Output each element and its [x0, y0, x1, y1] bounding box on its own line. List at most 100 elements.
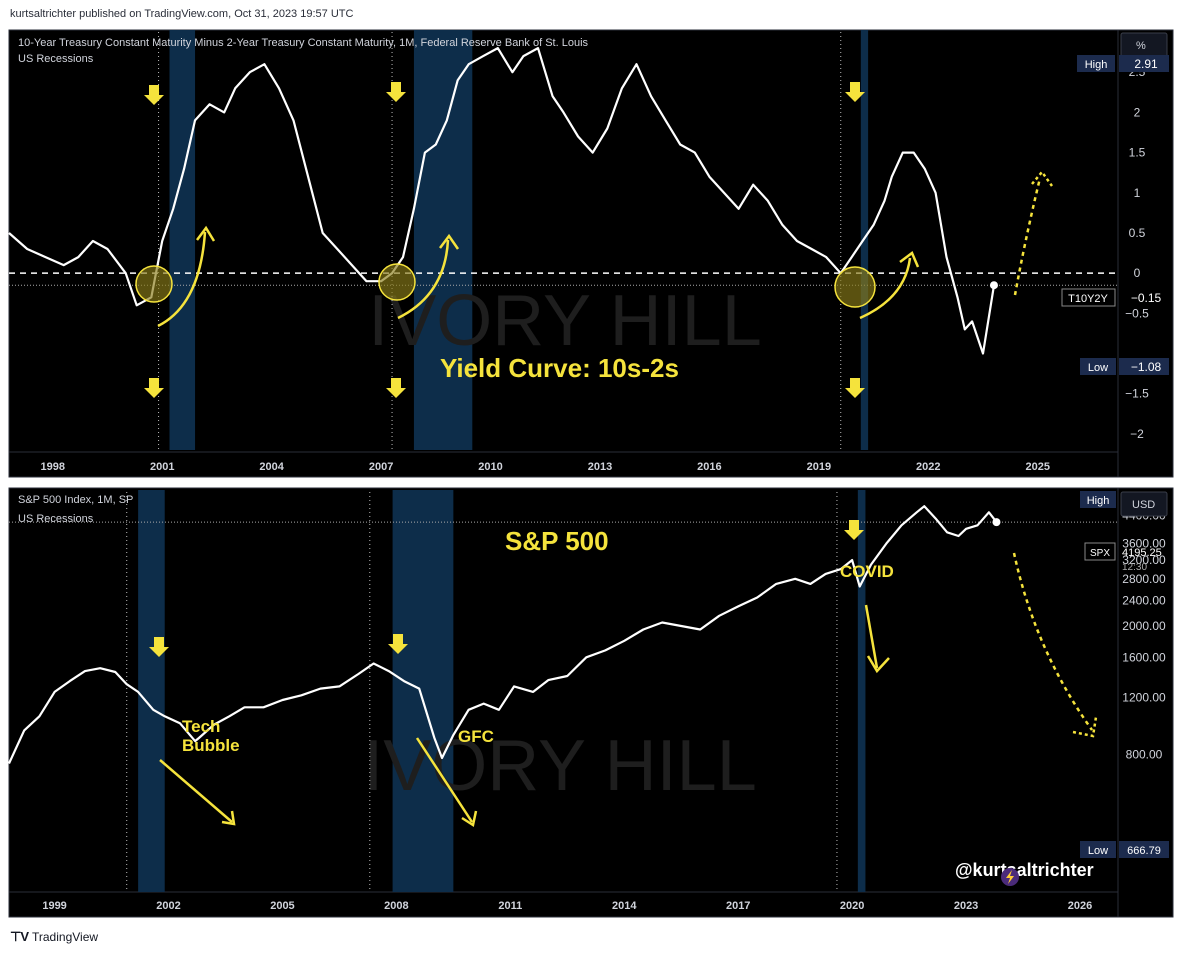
arrow-down-icon [144, 85, 164, 105]
yield-curve-label: Yield Curve: 10s-2s [440, 353, 679, 383]
gfc-label: GFC [458, 727, 494, 746]
x-tick-label: 2016 [697, 461, 721, 473]
publish-header: kurtsaltrichter published on TradingView… [10, 8, 354, 20]
inversion-circles [135, 263, 876, 308]
arrow-down-icon [388, 634, 408, 654]
bottom-down-arrows [149, 520, 864, 657]
x-tick-label: 2017 [726, 900, 750, 912]
y-tick-label: 2400.00 [1122, 593, 1166, 607]
inversion-circle [135, 265, 173, 303]
unit-label-top: % [1136, 40, 1146, 52]
last-value-bottom: 4195.25 [1122, 547, 1162, 559]
arrow-down-icon [845, 82, 865, 102]
recession-band [169, 30, 196, 450]
x-tick-label: 1998 [41, 461, 65, 473]
y-tick-label: 1.5 [1129, 146, 1146, 160]
x-tick-label: 2004 [259, 461, 284, 473]
y-tick-label: 2000.00 [1122, 619, 1166, 633]
high-badge-top [1077, 55, 1115, 72]
x-tick-label: 2025 [1026, 461, 1050, 473]
x-tick-label: 2010 [478, 461, 502, 473]
symbol-badge-bottom [1084, 542, 1116, 561]
recession-band [413, 30, 473, 450]
tradingview-logo-icon: ⊤V [10, 929, 29, 944]
x-tick-label: 2008 [384, 900, 408, 912]
x-tick-label: 2002 [156, 900, 180, 912]
y-tick-label: 2800.00 [1122, 572, 1166, 586]
bottom-chart-title: S&P 500 Index, 1M, SP [18, 494, 133, 506]
series-spx [8, 505, 998, 764]
x-tick-label: 2005 [270, 900, 294, 912]
unit-toggle-bottom[interactable] [1120, 491, 1168, 517]
arrow-head-icon [866, 655, 890, 674]
lightning-icon [1006, 870, 1014, 884]
watermark-top: IVORY HILL [368, 281, 762, 361]
y-tick-label: 0.5 [1129, 226, 1146, 240]
y-tick-label: 1200.00 [1122, 691, 1166, 705]
y-tick-label: −2 [1130, 427, 1144, 441]
series-t10y2y [8, 46, 996, 355]
footer: ⊤V TradingView [10, 929, 98, 945]
arrow-down-icon [386, 378, 406, 398]
low-label-bottom: Low [1088, 845, 1108, 857]
top-down-arrows [144, 82, 865, 398]
arrow-head-icon [196, 225, 216, 242]
low-label-top: Low [1088, 362, 1108, 374]
footer-brand: TradingView [32, 930, 99, 944]
y-tick-label: 0 [1134, 266, 1141, 280]
symbol-top: T10Y2Y [1068, 293, 1108, 305]
tech-label-line2: Bubble [182, 736, 240, 755]
top-x-ticks: 1998 2001 2004 2007 2010 2013 2016 2019 2022 2025 [41, 461, 1050, 473]
x-tick-label: 2023 [954, 900, 978, 912]
arrow-head-icon [1072, 716, 1098, 738]
bar-countdown: 12:30 [1122, 562, 1147, 573]
projection-arrow [1012, 552, 1094, 731]
symbol-badge-top [1061, 288, 1116, 307]
low-value-bottom: 666.79 [1127, 845, 1161, 857]
inversion-circle [834, 266, 876, 308]
y-tick-label: −1.5 [1125, 387, 1149, 401]
arrow-down-icon [845, 378, 865, 398]
high-value-top: 2.91 [1134, 57, 1158, 71]
bottom-recessions [138, 490, 866, 892]
x-tick-label: 1999 [42, 900, 66, 912]
high-value-badge-top [1119, 55, 1169, 72]
bottom-panel [8, 487, 1174, 918]
bottom-decline-arrows [159, 552, 1098, 828]
y-tick-label: 1 [1134, 186, 1141, 200]
recession-band [392, 490, 454, 892]
x-tick-label: 2011 [498, 900, 522, 912]
arrow-head-icon [221, 810, 236, 826]
x-tick-label: 2001 [150, 461, 174, 473]
x-tick-label: 2007 [369, 461, 393, 473]
low-value-badge-bottom [1119, 841, 1169, 858]
arrow-down-icon [844, 520, 864, 540]
arrow-down-icon [144, 378, 164, 398]
top-chart-subtitle: US Recessions [18, 53, 94, 65]
author-handle: @kurtsaltrichter [955, 860, 1094, 880]
bottom-last-dot [992, 518, 1001, 527]
y-tick-label: −0.5 [1125, 306, 1149, 320]
high-label-top: High [1085, 59, 1108, 71]
y-tick-label: 800.00 [1126, 747, 1163, 761]
sp500-label: S&P 500 [505, 526, 609, 556]
covid-label: COVID [840, 562, 894, 581]
recession-band [857, 490, 866, 892]
x-tick-label: 2019 [807, 461, 831, 473]
arrow-down-icon [386, 82, 406, 102]
y-tick-label: 3600.00 [1122, 537, 1166, 551]
top-chart-title: 10-Year Treasury Constant Maturity Minus… [18, 37, 589, 49]
y-tick-label: 2 [1134, 105, 1141, 119]
y-tick-label: 1600.00 [1122, 650, 1166, 664]
covid-arrow [864, 604, 879, 669]
x-tick-label: 2014 [612, 900, 637, 912]
tech-label-line1: Tech [182, 717, 220, 736]
high-label-bottom: High [1087, 495, 1110, 507]
bottom-chart-subtitle: US Recessions [18, 513, 94, 525]
tech-arrow [159, 759, 233, 823]
arrow-head-icon [439, 233, 460, 250]
curve-arrow [859, 257, 912, 320]
arrow-down-icon [149, 637, 169, 657]
low-value-badge-top [1119, 358, 1169, 375]
